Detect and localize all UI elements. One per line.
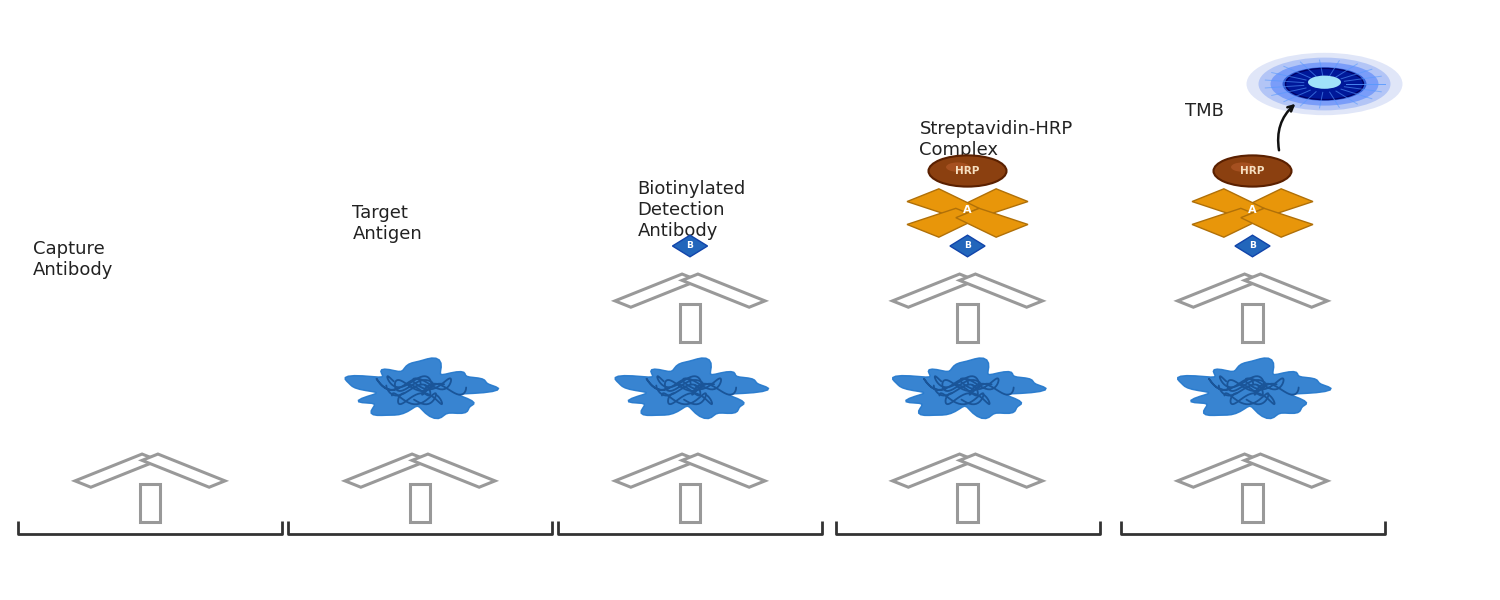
Polygon shape [1240,189,1312,218]
Text: Streptavidin-HRP
Complex: Streptavidin-HRP Complex [920,120,1072,159]
Circle shape [1232,163,1254,172]
Polygon shape [680,304,700,342]
Polygon shape [410,484,430,522]
Polygon shape [615,358,768,419]
Polygon shape [1192,189,1264,218]
Polygon shape [413,454,495,487]
Polygon shape [1178,274,1260,307]
Polygon shape [956,189,1028,218]
Polygon shape [960,454,1042,487]
Polygon shape [345,358,498,419]
Polygon shape [345,454,427,487]
Circle shape [946,163,969,172]
Polygon shape [142,454,225,487]
Polygon shape [140,484,160,522]
Text: Biotinylated
Detection
Antibody: Biotinylated Detection Antibody [638,180,746,239]
Text: B: B [687,241,693,250]
Text: TMB: TMB [1185,102,1224,120]
Polygon shape [682,274,765,307]
Polygon shape [615,274,698,307]
Polygon shape [956,208,1028,237]
Text: HRP: HRP [956,166,980,176]
Polygon shape [1245,274,1328,307]
Polygon shape [682,454,765,487]
Circle shape [1282,67,1366,101]
Circle shape [1308,76,1341,89]
Text: A: A [1248,205,1257,215]
Polygon shape [908,208,980,237]
Polygon shape [75,454,158,487]
Polygon shape [908,189,980,218]
Polygon shape [957,484,978,522]
Polygon shape [680,484,700,522]
Circle shape [1214,155,1292,187]
Polygon shape [1178,358,1330,419]
Text: A: A [963,205,972,215]
Text: B: B [964,241,970,250]
Polygon shape [1178,454,1260,487]
Polygon shape [672,235,708,257]
Polygon shape [1242,484,1263,522]
Polygon shape [1192,208,1264,237]
Circle shape [1270,62,1378,106]
Polygon shape [1234,235,1270,257]
Polygon shape [960,274,1042,307]
Circle shape [928,155,1007,187]
Polygon shape [892,358,1046,419]
Polygon shape [892,454,975,487]
Polygon shape [957,304,978,342]
Polygon shape [892,274,975,307]
Circle shape [1246,53,1403,115]
Circle shape [1286,68,1364,100]
Text: HRP: HRP [1240,166,1264,176]
Polygon shape [1242,304,1263,342]
Text: B: B [1250,241,1256,250]
Polygon shape [1245,454,1328,487]
Polygon shape [1240,208,1312,237]
Polygon shape [615,454,698,487]
Circle shape [1258,58,1390,110]
Polygon shape [950,235,986,257]
Text: Target
Antigen: Target Antigen [352,204,423,243]
Text: Capture
Antibody: Capture Antibody [33,240,114,279]
